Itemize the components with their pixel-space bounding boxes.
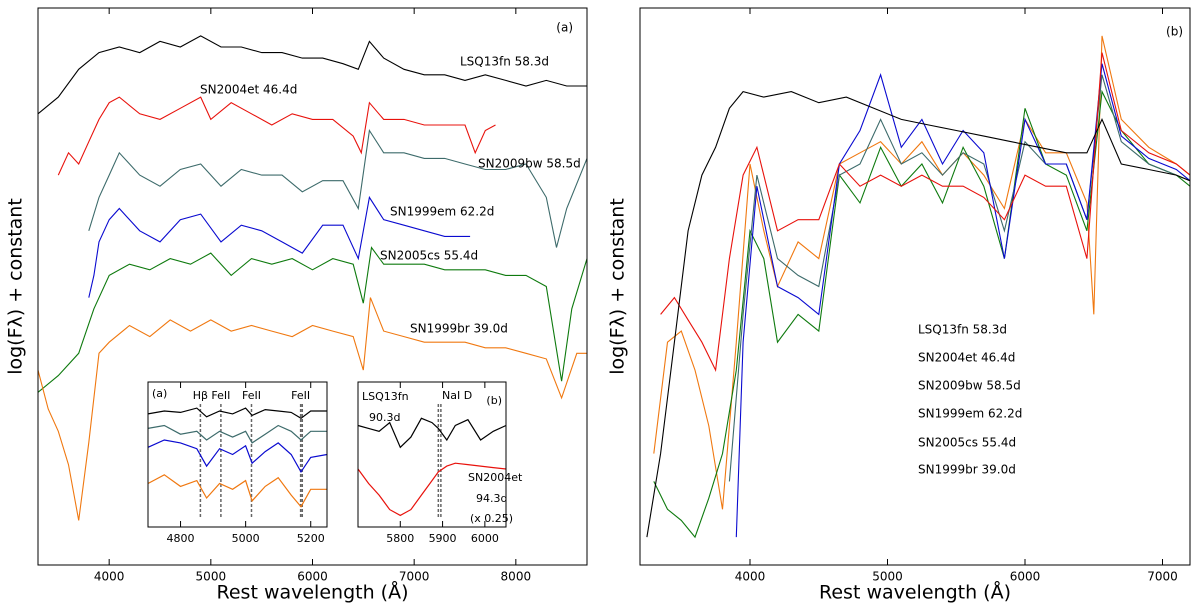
series-label: LSQ13fn 58.3d: [460, 55, 549, 69]
x-axis-title: Rest wavelength (Å): [217, 581, 409, 604]
spectrum-line: [357, 462, 507, 517]
x-tick-label: 6000: [471, 532, 499, 545]
series-label: LSQ13fn 58.3d: [918, 323, 1007, 337]
panel-label: (a): [556, 21, 573, 35]
x-tick-label: 5900: [429, 532, 457, 545]
spectrum-line: [357, 417, 507, 449]
series-label: SN2005cs 55.4d: [380, 249, 478, 263]
series-label: SN2009bw 58.5d: [478, 157, 581, 171]
spectrum-line: [735, 63, 1191, 538]
x-axis-title: Rest wavelength (Å): [819, 581, 1011, 604]
panel-label: (b): [1166, 25, 1183, 39]
annotation: (x 0.25): [470, 512, 513, 525]
x-tick-label: 6000: [1010, 570, 1041, 584]
spectrum-line: [646, 90, 1191, 538]
series-label: SN2004et 46.4d: [200, 83, 297, 97]
series-label: SN1999em 62.2d: [390, 205, 494, 219]
y-axis-title: log(Fλ) + constant: [5, 198, 27, 375]
x-tick-label: 5200: [297, 532, 325, 545]
x-tick-label: 7000: [399, 570, 430, 584]
series-label: SN1999br 39.0d: [410, 322, 508, 336]
axes-frame: [147, 381, 328, 528]
annotation: NaI D: [442, 389, 472, 402]
x-tick-label: 5000: [872, 570, 903, 584]
axes-frame: [357, 381, 507, 528]
spectrum-line: [57, 96, 496, 176]
plot-area: [640, 8, 1190, 565]
x-tick-label: 8000: [501, 570, 532, 584]
x-tick-label: 4800: [167, 532, 195, 545]
line-annotation: FeII: [242, 389, 261, 402]
spectrum-line: [147, 439, 328, 474]
spectrum-line: [660, 52, 1191, 372]
plot-area: [358, 382, 506, 527]
annotation: 94.3d: [476, 492, 507, 505]
x-tick-label: 5800: [386, 532, 414, 545]
series-label: SN1999br 39.0d: [918, 463, 1016, 477]
x-tick-label: 5000: [196, 570, 227, 584]
panel-label: (a): [152, 387, 167, 400]
series-label: SN2009bw 58.5d: [918, 379, 1021, 393]
series-label: SN2004et 46.4d: [918, 351, 1015, 365]
spectrum-line: [147, 407, 327, 420]
spectrum-line: [37, 246, 588, 393]
spectrum-line: [653, 89, 1191, 539]
series-label: SN2004et: [468, 471, 523, 484]
spectrum-line: [37, 297, 587, 521]
line-annotation: FeII: [291, 389, 310, 402]
x-tick-label: 4000: [94, 570, 125, 584]
panel-label: (b): [486, 394, 502, 407]
line-annotation: Hβ: [193, 389, 208, 402]
line-annotation: FeII: [211, 389, 230, 402]
axes-frame: [639, 7, 1191, 566]
spectrum-line: [37, 35, 587, 115]
spectrum-line: [147, 424, 327, 444]
series-label: SN2005cs 55.4d: [918, 436, 1016, 450]
x-tick-label: 7000: [1147, 570, 1178, 584]
x-tick-label: 5000: [232, 532, 260, 545]
spectrum-line: [88, 195, 471, 298]
spectrum-line: [88, 128, 588, 248]
spectrum-line: [728, 74, 1191, 482]
x-tick-label: 4000: [735, 570, 766, 584]
series-label: SN1999em 62.2d: [918, 407, 1022, 421]
y-axis-title: log(Fλ) + constant: [607, 198, 629, 375]
x-tick-label: 6000: [297, 570, 328, 584]
series-label: LSQ13fn: [362, 390, 409, 403]
annotation: 90.3d: [369, 411, 400, 424]
spectrum-line: [147, 474, 327, 508]
